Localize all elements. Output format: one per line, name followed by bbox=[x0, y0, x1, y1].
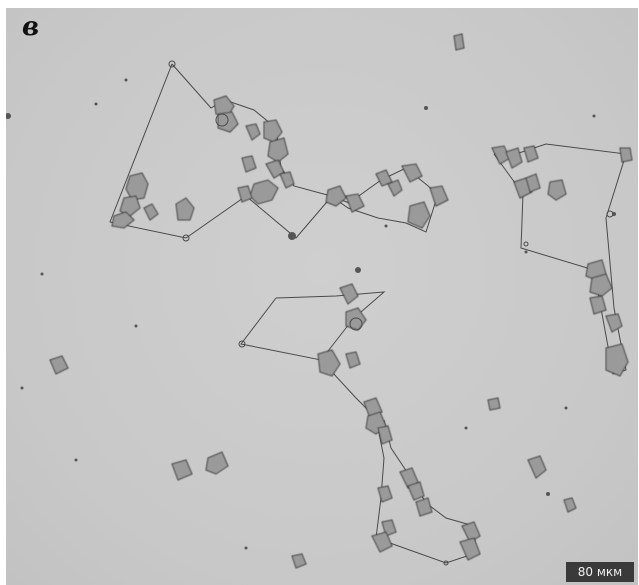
grain bbox=[245, 123, 261, 141]
grain bbox=[401, 163, 423, 183]
grain bbox=[265, 159, 285, 179]
grain bbox=[459, 537, 481, 561]
grain bbox=[377, 485, 393, 503]
grain bbox=[317, 349, 341, 377]
grain bbox=[589, 295, 607, 315]
grain bbox=[407, 481, 425, 501]
network-bottom-chain bbox=[320, 359, 477, 564]
grain bbox=[171, 459, 193, 481]
grain bbox=[377, 425, 393, 445]
network-bottom bbox=[240, 291, 386, 361]
grains bbox=[49, 33, 633, 569]
grain bbox=[345, 351, 361, 369]
grain bbox=[267, 137, 289, 163]
grain bbox=[249, 179, 279, 205]
grain bbox=[525, 173, 541, 193]
grain bbox=[125, 172, 149, 201]
grain bbox=[547, 179, 567, 201]
grain bbox=[605, 343, 629, 377]
grain bbox=[205, 451, 229, 475]
grain bbox=[279, 171, 295, 189]
grain bbox=[111, 211, 135, 229]
grain bbox=[453, 33, 465, 51]
particle-network-drawing bbox=[6, 33, 633, 569]
grain bbox=[237, 185, 253, 203]
grain bbox=[213, 95, 235, 117]
grain bbox=[605, 313, 623, 333]
grain bbox=[263, 119, 283, 143]
grain bbox=[563, 497, 577, 513]
grain bbox=[407, 201, 431, 229]
grain bbox=[143, 203, 159, 221]
dust-specks bbox=[6, 78, 616, 550]
grain bbox=[345, 307, 367, 331]
grain bbox=[325, 185, 347, 207]
grain bbox=[415, 497, 433, 517]
grain bbox=[527, 455, 547, 479]
grain bbox=[461, 521, 481, 543]
network-right bbox=[493, 143, 627, 375]
grain bbox=[345, 193, 365, 213]
grain bbox=[399, 467, 419, 489]
grain bbox=[589, 273, 613, 297]
grain bbox=[49, 355, 69, 375]
grain bbox=[619, 147, 633, 163]
grain bbox=[371, 531, 393, 553]
micrograph-image bbox=[6, 8, 638, 585]
network-top-left bbox=[109, 63, 439, 239]
network-nodes bbox=[168, 60, 614, 566]
grain bbox=[487, 397, 501, 411]
panel-label: в bbox=[22, 12, 40, 42]
network-lines bbox=[109, 63, 627, 564]
scale-bar: 80 мкм bbox=[566, 562, 634, 582]
grain bbox=[387, 179, 403, 197]
grain bbox=[339, 283, 359, 305]
grain bbox=[119, 195, 141, 217]
grain bbox=[505, 147, 523, 169]
grain bbox=[429, 185, 449, 207]
grain bbox=[241, 155, 257, 173]
grain bbox=[175, 197, 195, 221]
grain bbox=[523, 145, 539, 163]
grain bbox=[291, 553, 307, 569]
